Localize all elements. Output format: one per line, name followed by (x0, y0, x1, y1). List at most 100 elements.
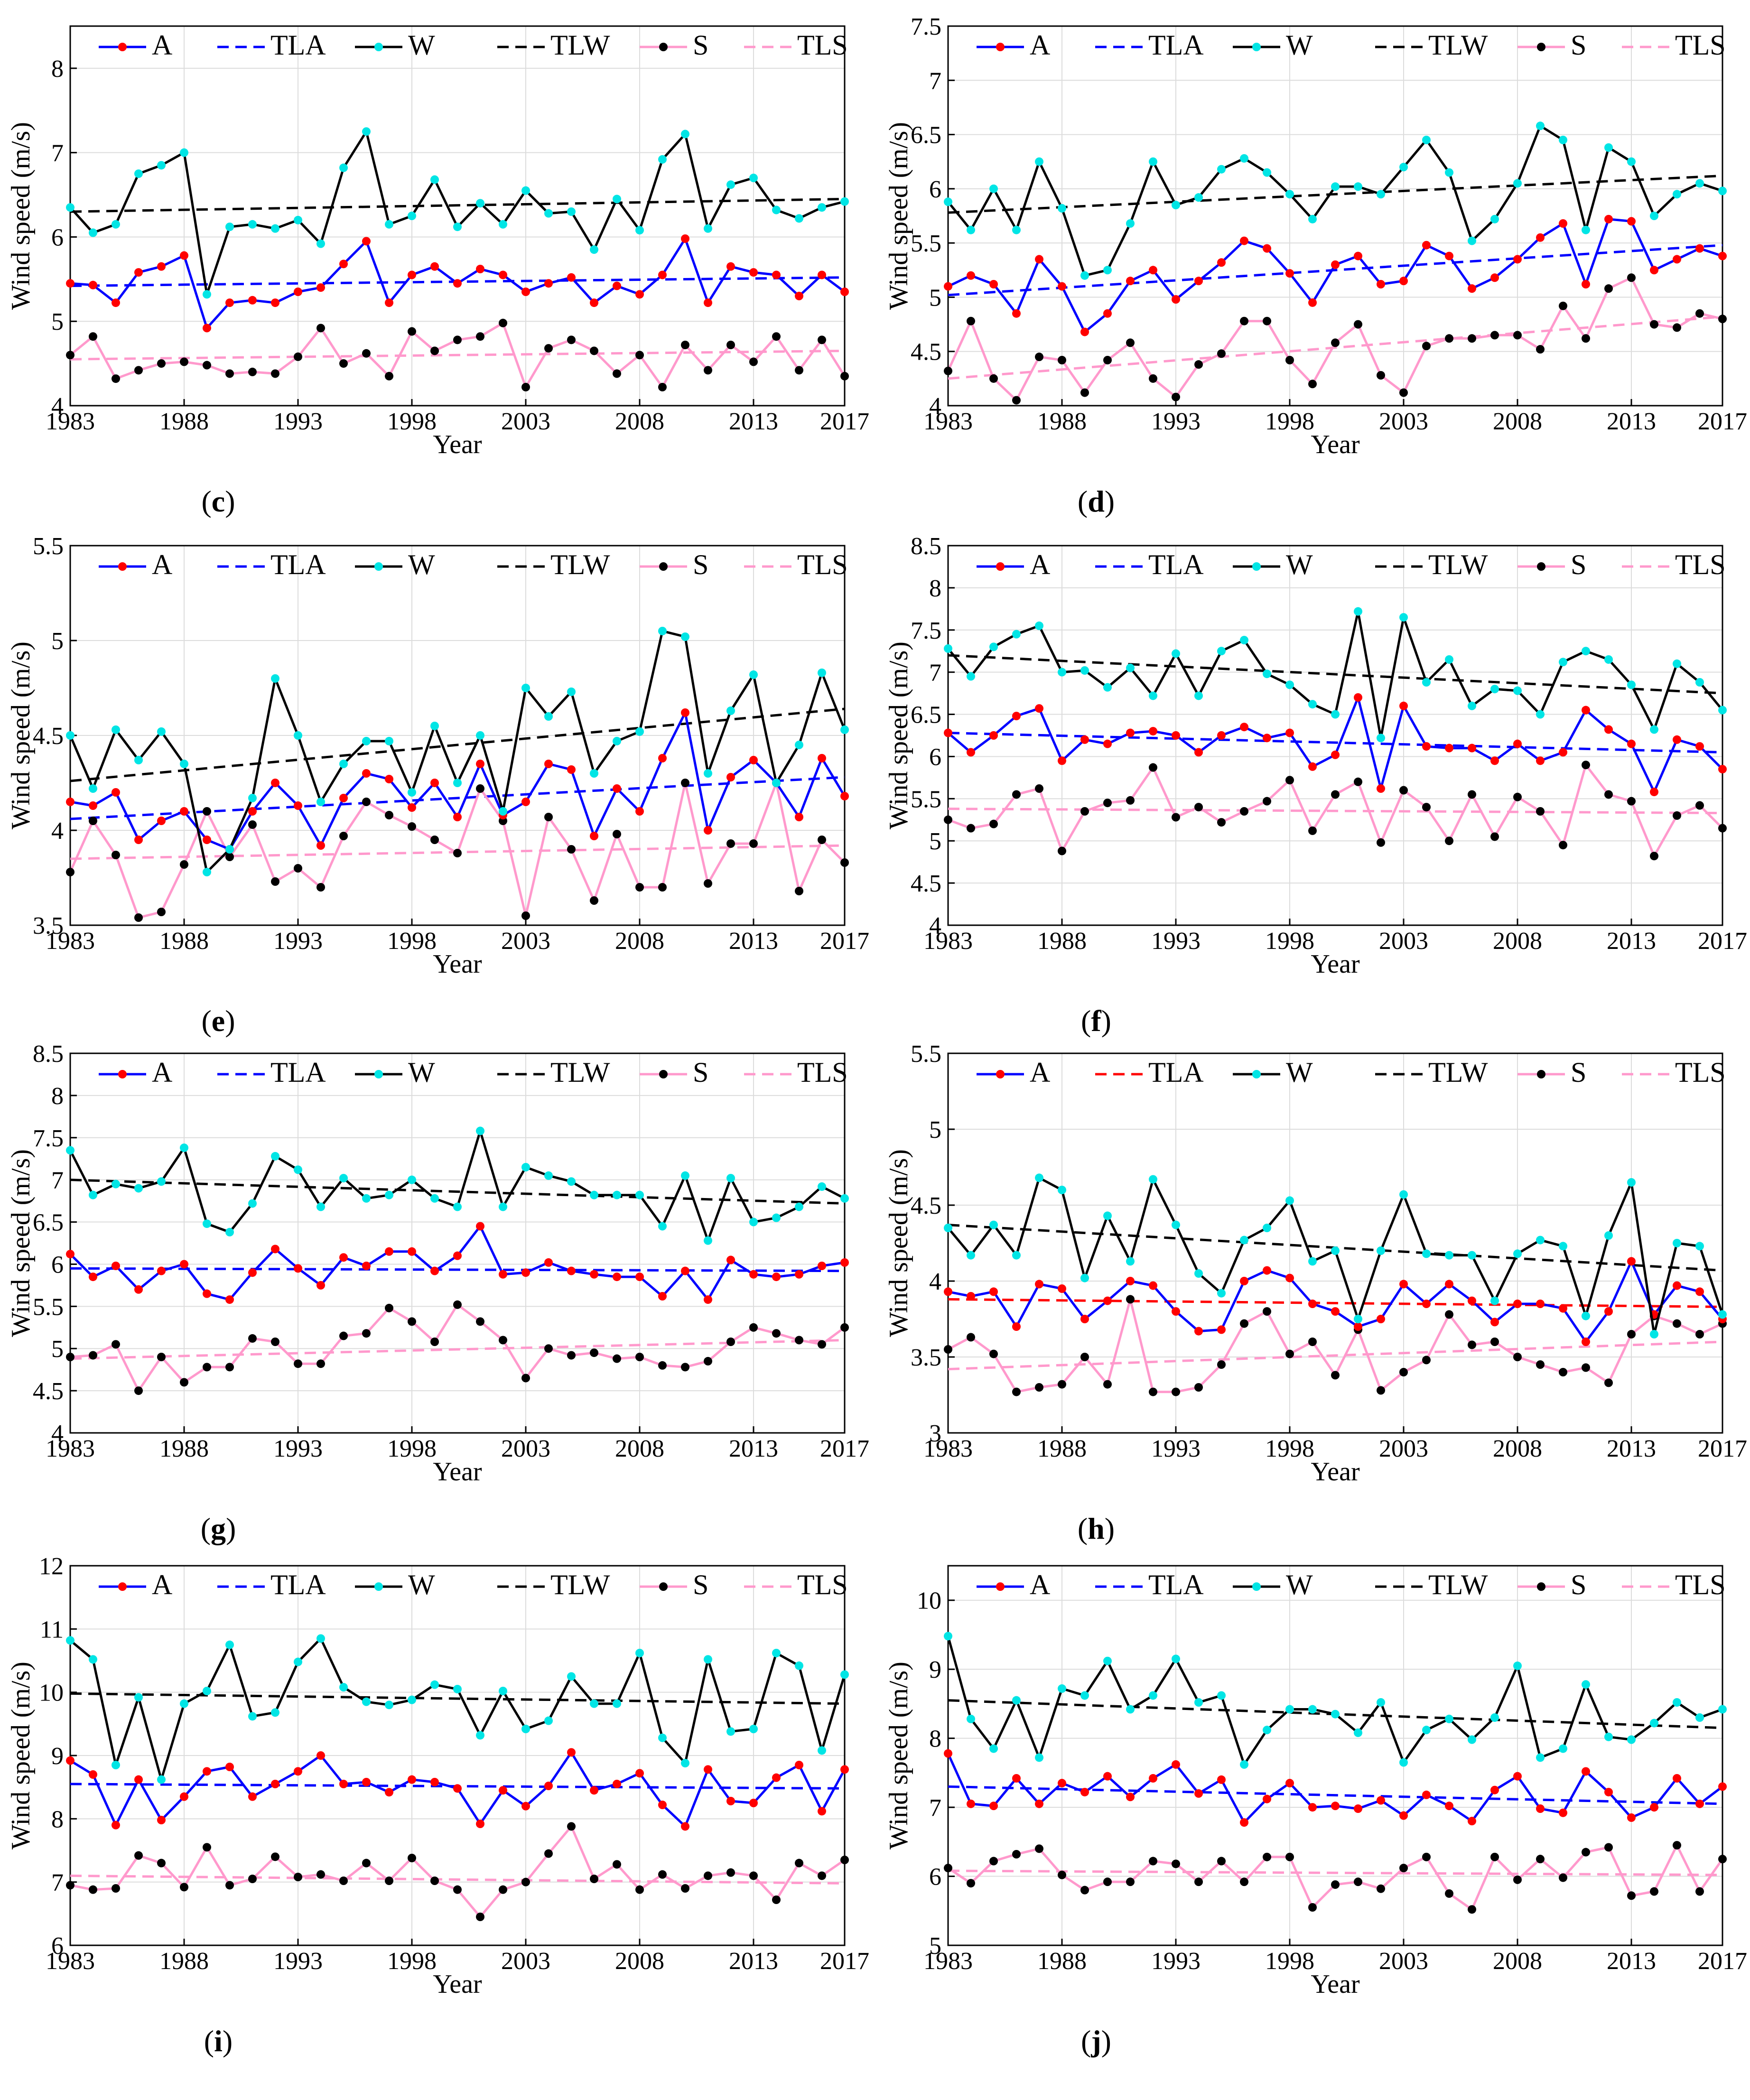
legend-label-S: S (1571, 29, 1586, 61)
point-S (944, 1345, 952, 1354)
caption-open-paren: ( (1081, 2024, 1091, 2058)
point-W (613, 195, 621, 204)
point-S (180, 1378, 188, 1387)
point-A (1673, 1774, 1681, 1783)
point-S (635, 1353, 644, 1361)
x-tick-label: 1988 (1037, 1948, 1087, 1975)
x-tick-label: 1983 (923, 408, 973, 435)
point-S (567, 845, 576, 854)
point-A (681, 1822, 689, 1831)
caption-close-paren: ) (225, 1004, 235, 1038)
point-A (544, 1782, 553, 1790)
point-A (989, 280, 998, 288)
point-S (271, 1338, 279, 1346)
point-W (1604, 1732, 1613, 1741)
point-A (1695, 1799, 1704, 1808)
x-tick-label: 2003 (1379, 1435, 1428, 1462)
point-A (316, 841, 325, 850)
point-S (1103, 1877, 1112, 1886)
legend-label-S: S (693, 1569, 708, 1600)
chart-panel-e: 3.5 4 4.5 5 5.5 1983 1988 1993 1998 2003 2008 2013 2… (0, 520, 872, 1038)
point-W (66, 1146, 74, 1155)
point-S (658, 883, 667, 892)
point-W (635, 226, 644, 235)
plot-area (948, 1053, 1722, 1433)
point-S (180, 1883, 188, 1892)
y-tick-label: 8 (929, 575, 941, 602)
y-tick-label: 6 (51, 1933, 64, 1960)
point-S (316, 883, 325, 892)
point-A (453, 279, 462, 288)
point-W (544, 712, 553, 721)
point-S (1012, 396, 1021, 405)
point-W (1604, 143, 1613, 152)
y-tick-label: 8.5 (911, 533, 941, 560)
point-A (1468, 284, 1476, 293)
point-S (1149, 763, 1157, 772)
point-S (203, 361, 211, 370)
point-S (1194, 1877, 1203, 1886)
x-tick-label: 1988 (1037, 1435, 1087, 1462)
point-A (1149, 1281, 1157, 1290)
y-tick-label: 3.5 (33, 912, 64, 939)
point-W (1308, 700, 1317, 709)
point-W (613, 737, 621, 745)
point-W (271, 674, 279, 683)
point-W (1718, 186, 1727, 195)
point-A (1490, 1318, 1499, 1327)
point-S (66, 1881, 74, 1890)
point-W (967, 1251, 975, 1260)
point-S (316, 1870, 325, 1879)
point-A (544, 279, 553, 288)
point-A (66, 798, 74, 806)
point-W (658, 1733, 667, 1742)
point-W (1308, 1257, 1317, 1266)
point-W (1149, 157, 1157, 166)
point-W (1149, 1175, 1157, 1184)
point-S (1536, 1360, 1545, 1369)
point-S (1126, 796, 1135, 805)
point-W (704, 769, 712, 778)
point-A (134, 1285, 143, 1294)
point-S (1035, 784, 1043, 793)
point-A (134, 1775, 143, 1784)
point-W (1650, 725, 1658, 734)
x-tick-label: 2013 (1607, 928, 1656, 955)
point-S (1582, 761, 1590, 770)
y-tick-label: 5 (929, 1116, 941, 1143)
legend-label-A: A (1030, 1569, 1050, 1600)
point-W (567, 207, 576, 216)
point-A (1650, 266, 1658, 275)
legend-marker-S (1537, 43, 1545, 51)
chart-panel-i: 6 7 8 9 10 11 12 1983 1988 1993 1998 2003 2008 2013 20… (0, 1540, 872, 2058)
caption-letter: f (1091, 1004, 1101, 1038)
point-S (1354, 777, 1362, 786)
point-S (180, 357, 188, 366)
x-tick-label: 2003 (1379, 928, 1428, 955)
point-A (430, 1778, 439, 1786)
point-W (225, 845, 234, 854)
point-S (89, 817, 97, 825)
point-A (385, 1247, 393, 1256)
point-A (1308, 1300, 1317, 1308)
point-W (1263, 168, 1271, 177)
x-axis-label: Year (1311, 1457, 1360, 1487)
point-W (1308, 214, 1317, 223)
point-W (430, 175, 439, 184)
point-A (248, 1792, 257, 1801)
point-W (1035, 621, 1043, 630)
point-A (1354, 693, 1362, 702)
point-S (1673, 323, 1681, 332)
point-W (749, 1725, 758, 1733)
y-tick-label: 5.5 (33, 1293, 64, 1320)
legend: A TLA W TLW S TLS (977, 1569, 1726, 1600)
legend: A TLA W TLW S TLS (99, 549, 848, 580)
legend-label-A: A (152, 29, 172, 61)
point-W (1080, 1691, 1089, 1700)
point-A (749, 756, 758, 764)
x-tick-label: 2003 (1379, 408, 1428, 435)
panel-caption-f: (f) (878, 1004, 1314, 1039)
point-S (362, 1858, 371, 1868)
point-S (1263, 1852, 1271, 1861)
point-A (112, 298, 120, 307)
